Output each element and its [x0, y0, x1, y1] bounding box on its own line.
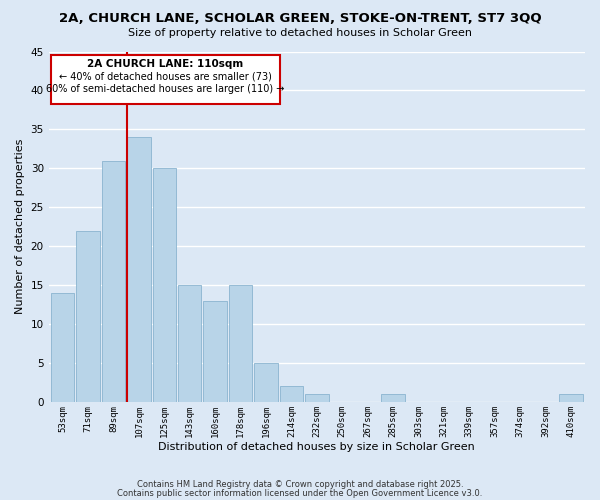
Bar: [254, 363, 278, 402]
Bar: [203, 300, 227, 402]
Text: ← 40% of detached houses are smaller (73): ← 40% of detached houses are smaller (73…: [59, 72, 272, 82]
Bar: [559, 394, 583, 402]
Text: Contains HM Land Registry data © Crown copyright and database right 2025.: Contains HM Land Registry data © Crown c…: [137, 480, 463, 489]
Bar: [382, 394, 405, 402]
Text: Size of property relative to detached houses in Scholar Green: Size of property relative to detached ho…: [128, 28, 472, 38]
Bar: [178, 285, 202, 402]
Text: Contains public sector information licensed under the Open Government Licence v3: Contains public sector information licen…: [118, 489, 482, 498]
Bar: [127, 137, 151, 402]
Bar: [102, 160, 125, 402]
Text: 60% of semi-detached houses are larger (110) →: 60% of semi-detached houses are larger (…: [46, 84, 285, 94]
Text: 2A, CHURCH LANE, SCHOLAR GREEN, STOKE-ON-TRENT, ST7 3QQ: 2A, CHURCH LANE, SCHOLAR GREEN, STOKE-ON…: [59, 12, 541, 26]
Bar: [76, 230, 100, 402]
X-axis label: Distribution of detached houses by size in Scholar Green: Distribution of detached houses by size …: [158, 442, 475, 452]
Text: 2A CHURCH LANE: 110sqm: 2A CHURCH LANE: 110sqm: [88, 60, 244, 70]
Y-axis label: Number of detached properties: Number of detached properties: [15, 139, 25, 314]
Bar: [51, 56, 280, 104]
Bar: [280, 386, 303, 402]
Bar: [152, 168, 176, 402]
Bar: [51, 293, 74, 402]
Bar: [229, 285, 252, 402]
Bar: [305, 394, 329, 402]
